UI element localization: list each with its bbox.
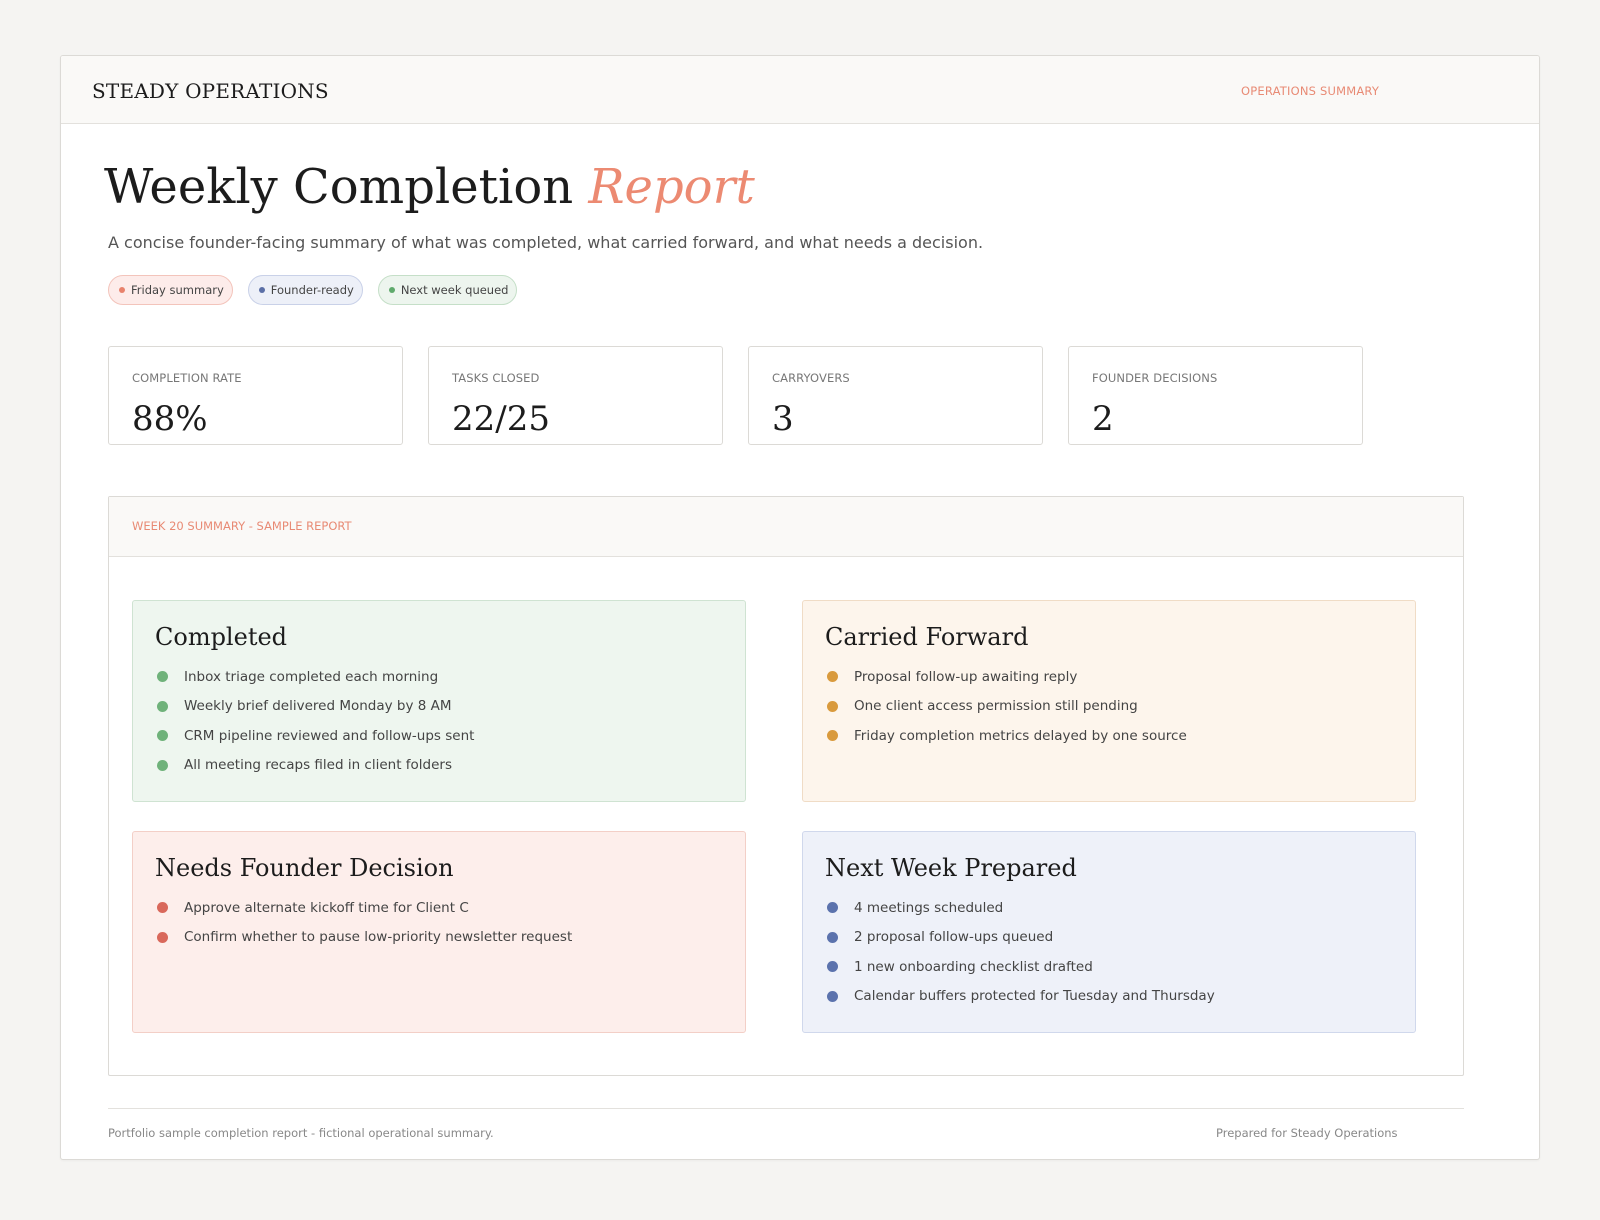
tag-founder-ready: Founder-ready <box>247 275 363 305</box>
page-subtitle: A concise founder-facing summary of what… <box>108 233 984 252</box>
top-bar: STEADY OPERATIONS OPERATIONS SUMMARY <box>61 56 1539 124</box>
list-item: 2 proposal follow-ups queued <box>825 923 1393 953</box>
list-item: One client access permission still pendi… <box>825 692 1393 722</box>
stat-label: CARRYOVERS <box>772 371 850 385</box>
panel-completed: Completed Inbox triage completed each mo… <box>132 600 746 802</box>
panel-next-week-prepared: Next Week Prepared 4 meetings scheduled … <box>802 831 1416 1033</box>
panel-carried-forward: Carried Forward Proposal follow-up await… <box>802 600 1416 802</box>
list-item-text: Weekly brief delivered Monday by 8 AM <box>184 698 452 715</box>
panel-title: Completed <box>155 623 288 651</box>
panel-list: Inbox triage completed each morning Week… <box>155 662 723 780</box>
tag-label: Friday summary <box>131 283 224 297</box>
list-item-text: Confirm whether to pause low-priority ne… <box>184 929 573 946</box>
bullet-icon <box>827 990 838 1002</box>
tag-friday-summary: Friday summary <box>108 275 233 305</box>
dot-icon <box>388 287 395 293</box>
bullet-icon <box>827 700 838 712</box>
tag-list: Friday summary Founder-ready Next week q… <box>108 275 518 305</box>
title-accent: Report <box>588 159 755 215</box>
list-item: Confirm whether to pause low-priority ne… <box>155 923 723 953</box>
list-item-text: Calendar buffers protected for Tuesday a… <box>854 988 1215 1005</box>
tag-label: Founder-ready <box>270 283 354 297</box>
stat-carryovers: CARRYOVERS 3 <box>748 346 1043 445</box>
list-item: All meeting recaps filed in client folde… <box>155 751 723 781</box>
panel-title: Carried Forward <box>825 623 1029 651</box>
list-item-text: 2 proposal follow-ups queued <box>854 929 1054 946</box>
list-item-text: Friday completion metrics delayed by one… <box>854 727 1187 744</box>
list-item-text: CRM pipeline reviewed and follow-ups sen… <box>184 727 475 744</box>
stat-label: FOUNDER DECISIONS <box>1092 371 1218 385</box>
list-item: Calendar buffers protected for Tuesday a… <box>825 982 1393 1012</box>
stat-founder-decisions: FOUNDER DECISIONS 2 <box>1068 346 1363 445</box>
brand-name: STEADY OPERATIONS <box>92 79 329 103</box>
stat-label: COMPLETION RATE <box>132 371 242 385</box>
bullet-icon <box>827 931 838 943</box>
section-label: OPERATIONS SUMMARY <box>1241 84 1380 98</box>
stat-label: TASKS CLOSED <box>452 371 540 385</box>
list-item: 1 new onboarding checklist drafted <box>825 952 1393 982</box>
list-item: CRM pipeline reviewed and follow-ups sen… <box>155 721 723 751</box>
dot-icon <box>119 287 125 293</box>
footer-note: Portfolio sample completion report - fic… <box>108 1126 494 1140</box>
bullet-icon <box>827 730 838 742</box>
dot-icon <box>258 287 265 293</box>
stat-completion-rate: COMPLETION RATE 88% <box>108 346 403 445</box>
list-item: Inbox triage completed each morning <box>155 662 723 692</box>
stat-value: 88% <box>132 399 208 439</box>
stat-value: 3 <box>772 399 794 439</box>
panel-list: 4 meetings scheduled 2 proposal follow-u… <box>825 893 1393 1011</box>
stat-value: 22/25 <box>452 399 550 439</box>
stat-tasks-closed: TASKS CLOSED 22/25 <box>428 346 723 445</box>
panel-needs-founder-decision: Needs Founder Decision Approve alternate… <box>132 831 746 1033</box>
panel-list: Proposal follow-up awaiting reply One cl… <box>825 662 1393 751</box>
stat-cards: COMPLETION RATE 88% TASKS CLOSED 22/25 C… <box>108 346 1363 445</box>
bullet-icon <box>157 700 168 712</box>
footer-divider <box>108 1108 1464 1109</box>
list-item-text: All meeting recaps filed in client folde… <box>184 757 453 774</box>
bullet-icon <box>827 902 838 914</box>
tag-label: Next week queued <box>400 283 509 297</box>
list-item: 4 meetings scheduled <box>825 893 1393 923</box>
bullet-icon <box>157 759 168 771</box>
report-sheet: STEADY OPERATIONS OPERATIONS SUMMARY Wee… <box>60 55 1540 1160</box>
panel-title: Needs Founder Decision <box>155 854 454 882</box>
footer-prepared-for: Prepared for Steady Operations <box>1216 1126 1398 1140</box>
list-item-text: One client access permission still pendi… <box>854 698 1138 715</box>
list-item-text: 1 new onboarding checklist drafted <box>854 958 1093 975</box>
list-item-text: Approve alternate kickoff time for Clien… <box>184 899 469 916</box>
bullet-icon <box>157 730 168 742</box>
bullet-icon <box>157 931 168 943</box>
bullet-icon <box>157 902 168 914</box>
section-heading: WEEK 20 SUMMARY - SAMPLE REPORT <box>109 497 1463 557</box>
title-main: Weekly Completion <box>104 159 574 215</box>
list-item: Friday completion metrics delayed by one… <box>825 721 1393 751</box>
list-item-text: Inbox triage completed each morning <box>184 668 439 685</box>
summary-grid: Completed Inbox triage completed each mo… <box>132 600 1416 1033</box>
bullet-icon <box>157 671 168 683</box>
bullet-icon <box>827 671 838 683</box>
list-item-text: 4 meetings scheduled <box>854 899 1004 916</box>
stat-value: 2 <box>1092 399 1114 439</box>
weekly-summary-section: WEEK 20 SUMMARY - SAMPLE REPORT Complete… <box>108 496 1464 1076</box>
list-item: Proposal follow-up awaiting reply <box>825 662 1393 692</box>
list-item: Approve alternate kickoff time for Clien… <box>155 893 723 923</box>
list-item: Weekly brief delivered Monday by 8 AM <box>155 692 723 722</box>
panel-title: Next Week Prepared <box>825 854 1077 882</box>
tag-next-week-queued: Next week queued <box>377 275 518 305</box>
list-item-text: Proposal follow-up awaiting reply <box>854 668 1078 685</box>
page-title: Weekly Completion Report <box>104 159 755 215</box>
bullet-icon <box>827 961 838 973</box>
panel-list: Approve alternate kickoff time for Clien… <box>155 893 723 952</box>
